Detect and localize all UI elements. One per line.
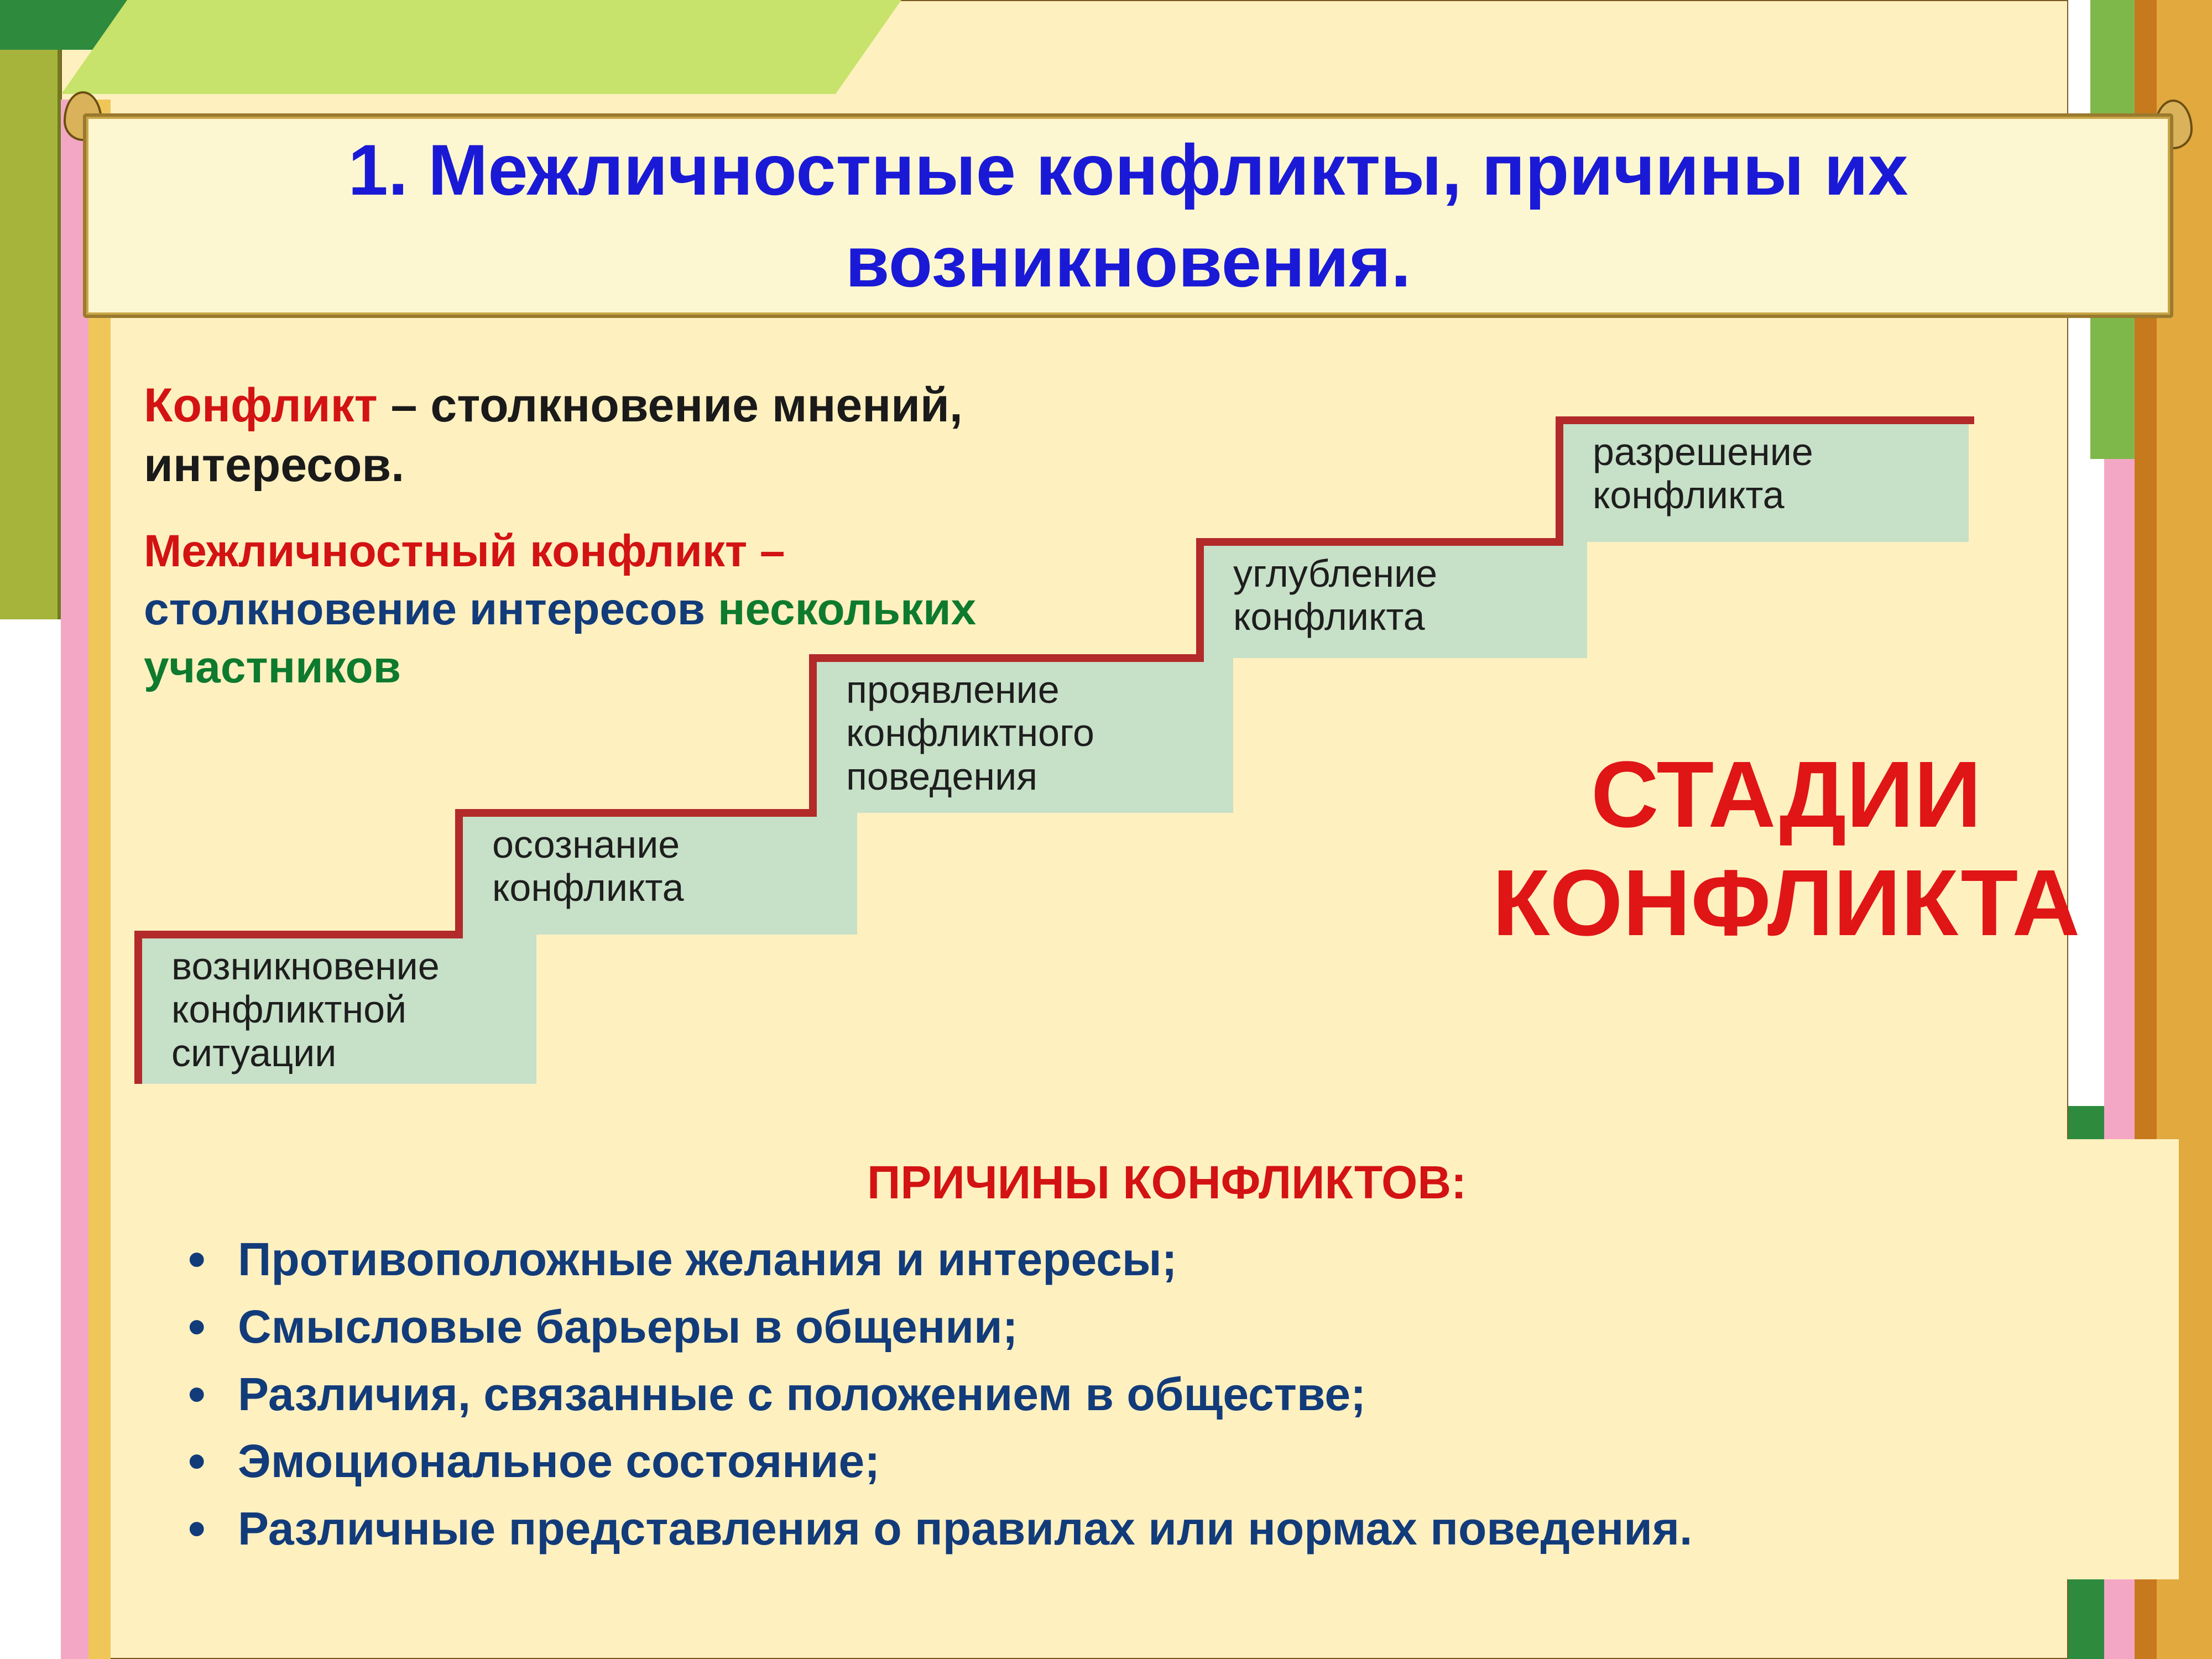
reason-item: Эмоциональное состояние; [188, 1428, 2146, 1495]
reasons-heading: ПРИЧИНЫ КОНФЛИКТОВ: [188, 1156, 2146, 1209]
strip-pink-left [61, 100, 88, 1659]
reasons-block: ПРИЧИНЫ КОНФЛИКТОВ: Противоположные жела… [111, 1139, 2179, 1579]
reason-item: Противоположные желания и интересы; [188, 1226, 2146, 1293]
reason-item: Смысловые барьеры в общении; [188, 1293, 2146, 1361]
frame-band-olive [0, 0, 61, 619]
title-banner: 1. Межличностные конфликты, причины их в… [83, 113, 2173, 318]
reason-item: Различия, связанные с положением в общес… [188, 1361, 2146, 1428]
reasons-list: Противоположные желания и интересы;Смысл… [188, 1226, 2146, 1563]
slide-title: 1. Межличностные конфликты, причины их в… [119, 124, 2137, 308]
staircase-line [138, 387, 1985, 1089]
frame-band-lime-top [61, 0, 901, 94]
stages-title: СТАДИИ КОНФЛИКТА [1410, 741, 2162, 957]
stages-staircase: возникновение конфликтной ситуацииосозна… [138, 387, 2179, 1084]
reason-item: Различные представления о правилах или н… [188, 1495, 2146, 1563]
strip-gold-left [88, 100, 111, 1659]
